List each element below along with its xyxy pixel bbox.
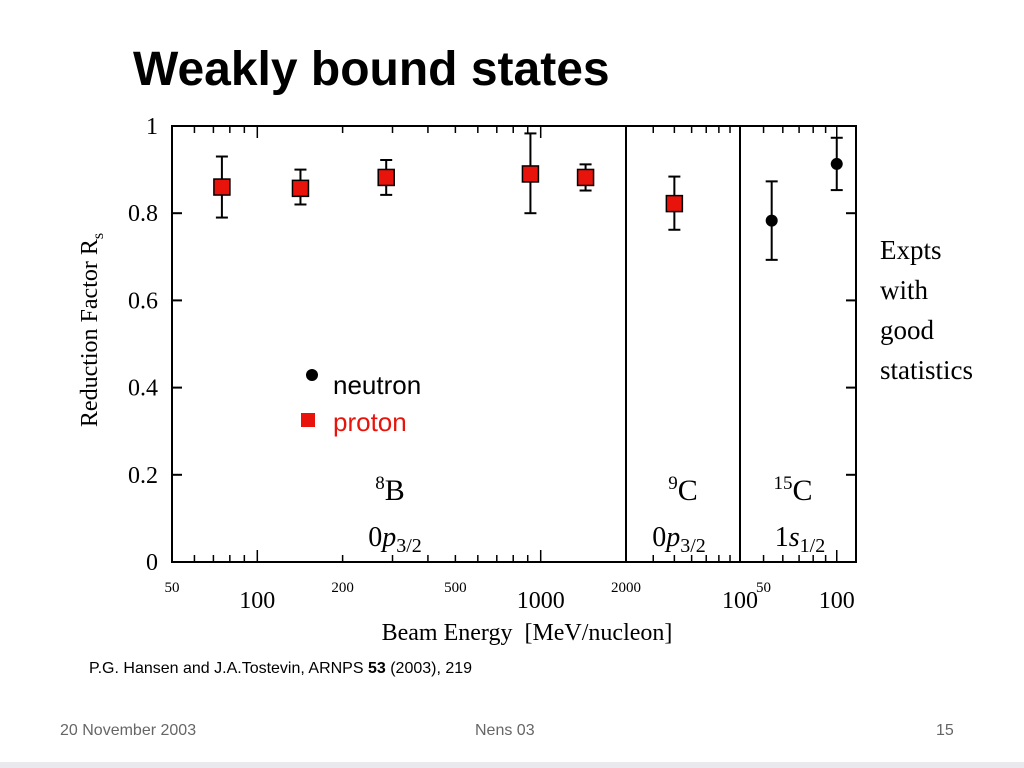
proton-point [576,168,595,187]
orbital-j: 1/2 [800,535,826,557]
neutron-point [765,214,778,227]
orbital-l: p [380,522,396,553]
panel-frame [739,125,857,563]
legend: neutron proton [301,369,421,437]
x-tick-label-minor: 200 [331,580,354,596]
reference-volume: 53 [367,660,386,677]
y-tick-label: 0.6 [128,288,158,314]
data-points [213,132,843,261]
nucleus-symbol: B [385,474,405,507]
footer-date: 20 November 2003 [60,722,197,739]
nucleus-symbol: C [792,474,812,507]
footer-event: Nens 03 [475,722,535,739]
y-tick-label: 0.8 [128,201,158,227]
x-tick-label-major: 1000 [517,588,565,614]
proton-point [291,179,310,198]
footer-page-number: 15 [936,722,954,739]
nucleus-mass-number: 9 [668,473,678,494]
y-axis-label-sub: s [90,233,107,239]
legend-neutron-marker [306,369,318,381]
panel-nucleus-label: 15C [773,473,812,507]
x-tick-label-minor: 50 [756,580,771,596]
legend-proton-label: proton [333,407,407,437]
y-tick-label: 0 [146,550,158,576]
slide-title: Weakly bound states [133,43,610,96]
x-tick-label-minor: 2000 [611,580,641,596]
legend-neutron-label: neutron [333,370,421,400]
footer-rule [0,762,1024,768]
proton-point [377,168,395,187]
nucleus-symbol: C [678,474,698,507]
reference-authors: P.G. Hansen and J.A.Tostevin, ARNPS [89,660,364,677]
nucleus-mass-number: 15 [773,473,792,494]
neutron-point [830,157,843,170]
x-axis-label: Beam Energy [MeV/nucleon] [382,620,673,646]
panel-nucleus-label: 8B [375,473,405,507]
panel-orbital-label: 0p3/2 [368,522,422,557]
orbital-n: 0 [368,522,382,553]
nucleus-mass-number: 8 [375,473,385,494]
x-tick-label-minor: 50 [165,580,180,596]
x-tick-label-major: 100 [819,588,855,614]
plot-frame [171,125,857,563]
orbital-j: 3/2 [680,535,706,557]
x-tick-label-major: 100 [239,588,275,614]
panel-orbital-label: 1s1/2 [775,522,825,557]
y-tick-label: 1 [146,114,158,140]
side-note-line: good [880,315,934,345]
panel-nucleus-label: 9C [668,473,698,507]
x-tick-label-major: 100 [722,588,758,614]
x-tick-label-minor: 500 [444,580,467,596]
side-note-line: Expts [880,235,942,265]
orbital-n: 0 [652,522,666,553]
y-axis-label: Reduction Factor Rs [77,233,107,427]
legend-proton-marker [301,413,315,427]
reference-citation: P.G. Hansen and J.A.Tostevin, ARNPS 53 (… [89,660,472,678]
orbital-l: s [789,522,800,553]
proton-point [521,165,540,183]
side-note-line: statistics [880,355,973,385]
side-note-line: with [880,275,929,305]
y-axis: 0 0.2 0.4 0.6 0.8 1 [128,114,856,576]
y-tick-label: 0.2 [128,463,158,489]
reference-rest: (2003), 219 [390,660,473,677]
y-axis-label-main: Reduction Factor R [77,239,103,427]
panel-orbital-label: 0p3/2 [652,522,706,557]
orbital-l: p [664,522,680,553]
y-tick-label: 0.4 [128,376,158,402]
orbital-j: 3/2 [396,535,422,557]
side-note: Expts with good statistics [880,230,973,390]
proton-point [213,178,231,196]
proton-point [665,194,684,213]
orbital-n: 1 [775,522,789,553]
